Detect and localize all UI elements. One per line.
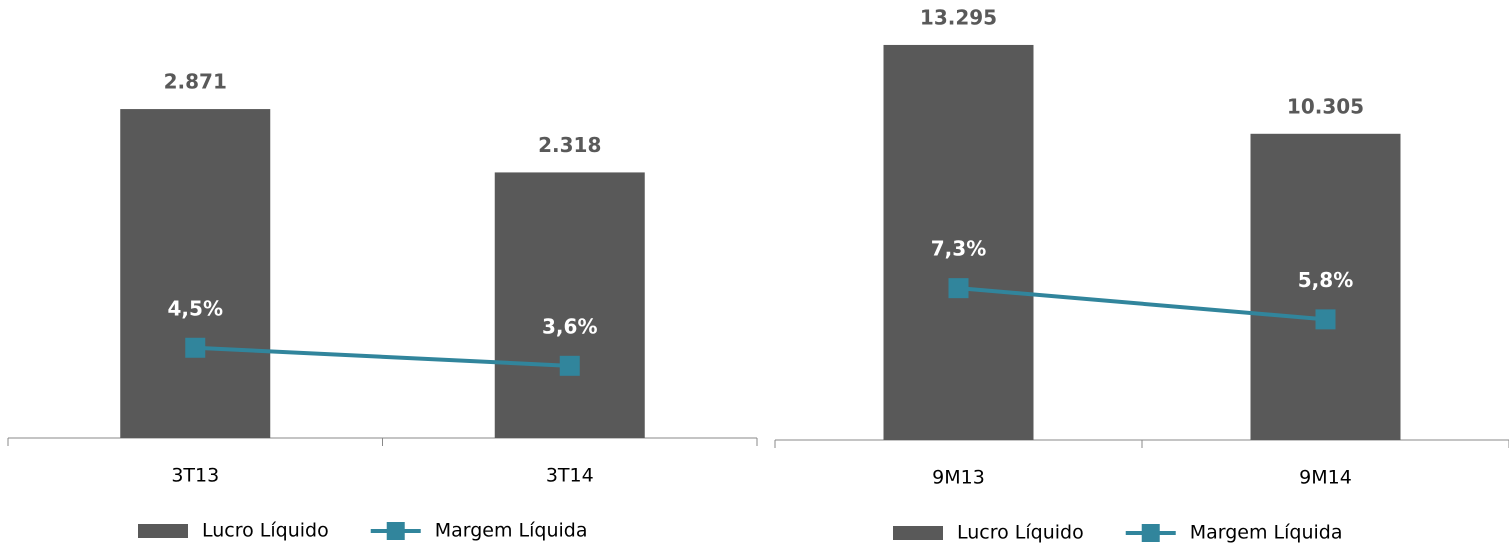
line-marker <box>948 278 969 299</box>
line-value-label: 3,6% <box>542 314 597 338</box>
bar-value-label: 2.318 <box>538 133 601 157</box>
bar <box>120 109 271 438</box>
x-tick-label: 9M13 <box>932 467 985 489</box>
line <box>195 345 570 368</box>
x-tick-label: 9M14 <box>1299 467 1352 489</box>
line-value-label: 5,8% <box>1298 268 1353 292</box>
line-marker <box>1315 309 1336 330</box>
legend-swatch <box>386 522 405 540</box>
line-marker <box>559 355 580 376</box>
legend-label: Margem Líquida <box>435 520 588 542</box>
line-value-label: 4,5% <box>168 296 223 320</box>
bar <box>1250 133 1401 440</box>
legend-label: Lucro Líquido <box>957 522 1084 544</box>
bar-value-label: 10.305 <box>1287 94 1364 118</box>
bar <box>883 44 1034 440</box>
bar-value-label: 13.295 <box>920 5 997 29</box>
bar <box>494 172 645 438</box>
line-value-label: 7,3% <box>931 237 986 261</box>
bar-value-label: 2.871 <box>164 70 227 94</box>
legend-swatch <box>893 526 943 540</box>
x-tick-label: 3T13 <box>171 465 219 487</box>
line <box>958 286 1326 322</box>
legend-swatch <box>1141 524 1160 542</box>
legend-label: Lucro Líquido <box>202 520 329 542</box>
legend-swatch <box>138 524 188 538</box>
x-tick-label: 3T14 <box>546 465 594 487</box>
line-marker <box>185 337 206 358</box>
legend-label: Margem Líquida <box>1190 522 1343 544</box>
